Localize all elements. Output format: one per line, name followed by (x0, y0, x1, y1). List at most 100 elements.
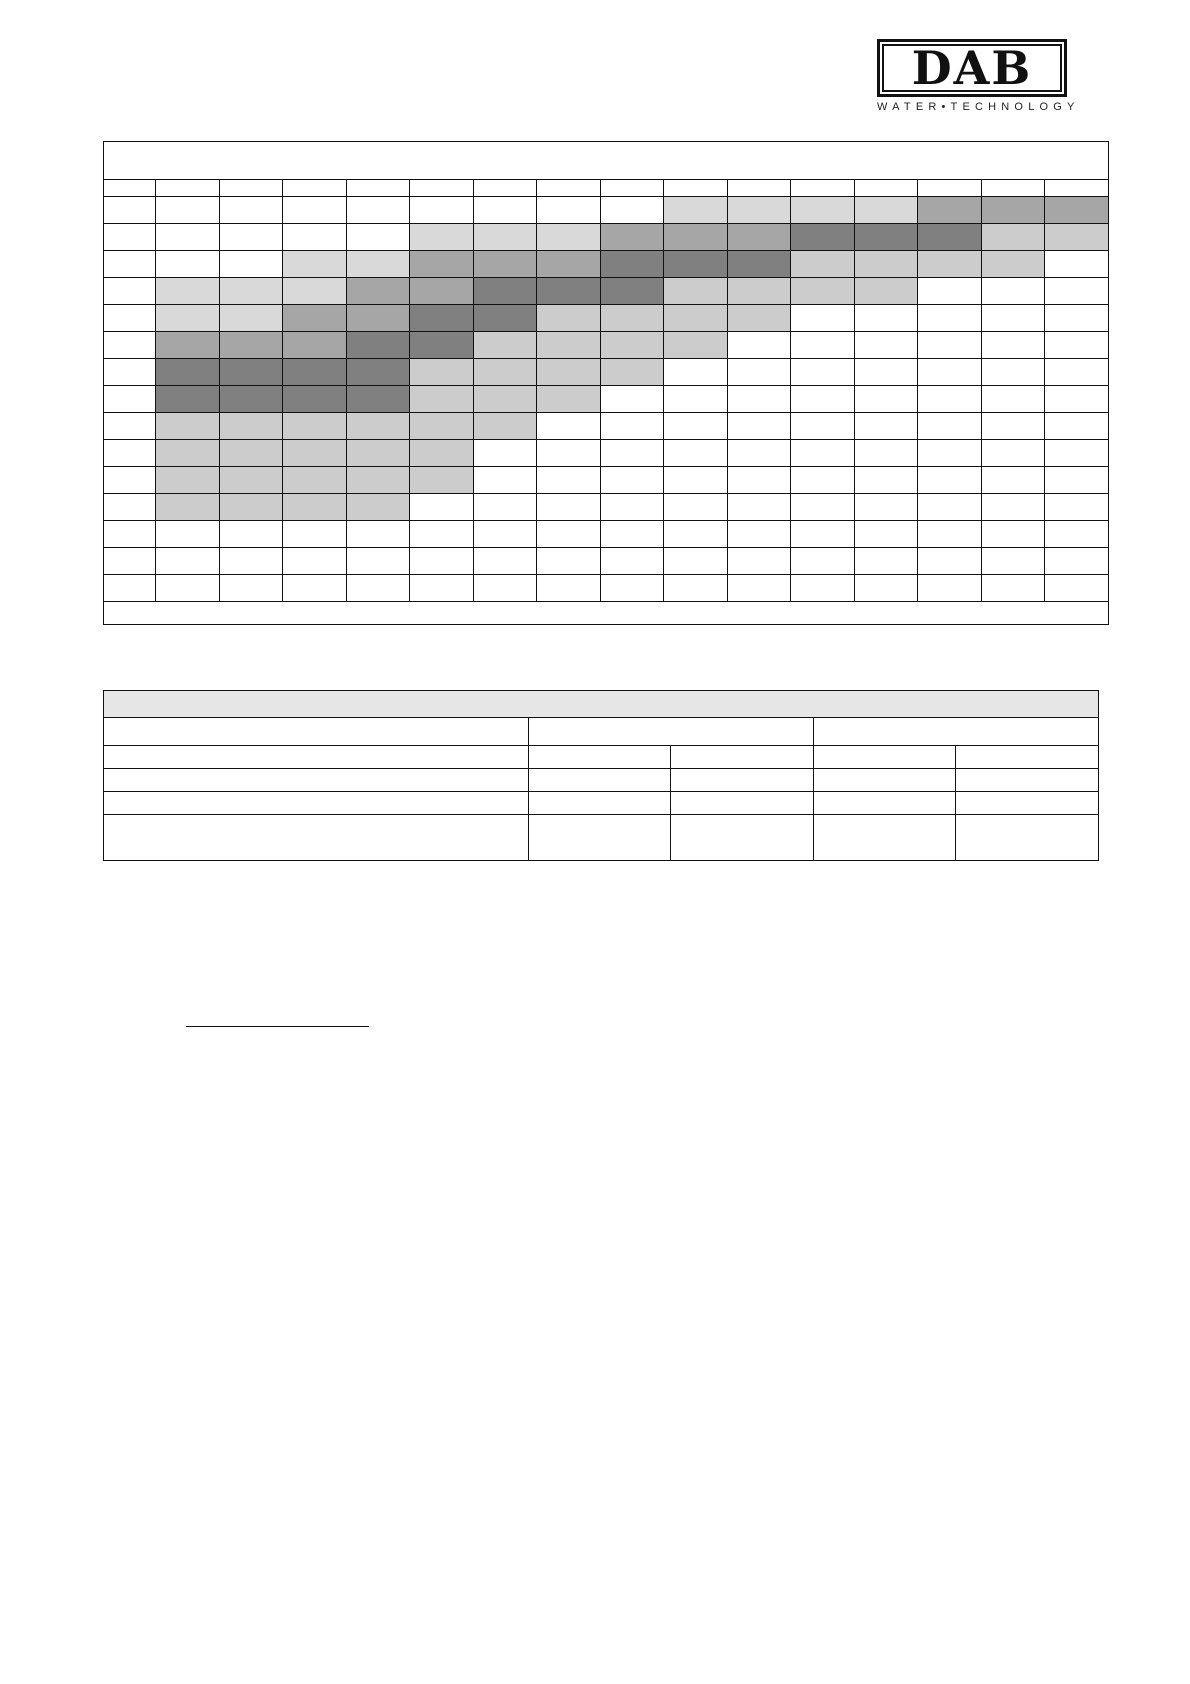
grid-row-label-cell (103, 520, 156, 548)
grid-cell (472, 196, 538, 224)
grid-cell (599, 331, 665, 359)
grid-cell (345, 574, 411, 602)
grid-cell (599, 223, 665, 251)
grid-cell (536, 331, 601, 359)
grid-cell (853, 250, 919, 278)
grid-cell (282, 439, 347, 467)
grid-cell (282, 223, 347, 251)
grid-cell (218, 439, 284, 467)
spec-group-cell (527, 717, 814, 746)
grid-cell (282, 304, 347, 332)
grid-cell (663, 331, 728, 359)
grid-cell (155, 574, 220, 602)
grid-cell (218, 385, 284, 413)
grid-cell (345, 412, 411, 440)
grid-cell (853, 412, 919, 440)
spec-cell (527, 791, 672, 815)
grid-cell (853, 196, 919, 224)
grid-cell (218, 574, 284, 602)
grid-cell (726, 196, 792, 224)
grid-header-cell (345, 179, 411, 197)
grid-cell (409, 304, 474, 332)
grid-cell (663, 520, 728, 548)
grid-cell (790, 277, 855, 305)
grid-cell (853, 277, 919, 305)
spec-cell (527, 814, 672, 861)
grid-row (103, 277, 1109, 305)
grid-cell (409, 277, 474, 305)
grid-cell (917, 493, 982, 521)
grid-cell (599, 520, 665, 548)
grid-cell (599, 547, 665, 575)
grid-cell (282, 466, 347, 494)
spec-cell (812, 768, 957, 792)
grid-row (103, 331, 1109, 359)
grid-cell (663, 304, 728, 332)
grid-cell (1044, 574, 1109, 602)
grid-cell (282, 412, 347, 440)
grid-row-label-cell (103, 331, 156, 359)
grid-cell (599, 493, 665, 521)
grid-cell (472, 520, 538, 548)
grid-cell (345, 358, 411, 386)
grid-cell (790, 466, 855, 494)
grid-cell (409, 331, 474, 359)
spec-cell (670, 745, 814, 769)
grid-cell (1044, 196, 1109, 224)
grid-cell (917, 223, 982, 251)
grid-cell (409, 493, 474, 521)
spec-row (103, 768, 1099, 792)
grid-cell (599, 196, 665, 224)
grid-cell (536, 250, 601, 278)
grid-cell (282, 520, 347, 548)
spec-cell (955, 768, 1099, 792)
grid-cell (663, 385, 728, 413)
grid-header-cell (980, 179, 1046, 197)
spec-cell (527, 768, 672, 792)
grid-cell (345, 520, 411, 548)
grid-cell (853, 493, 919, 521)
grid-cell (282, 196, 347, 224)
grid-cell (726, 520, 792, 548)
grid-row (103, 439, 1109, 467)
grid-row-label-cell (103, 493, 156, 521)
grid-cell (472, 466, 538, 494)
grid-row (103, 358, 1109, 386)
grid-cell (790, 493, 855, 521)
spec-group-cell (812, 717, 1100, 746)
grid-header-cell (409, 179, 474, 197)
spec-cell (103, 768, 529, 792)
grid-cell (1044, 466, 1109, 494)
grid-header-cell (1044, 179, 1109, 197)
grid-cell (1044, 223, 1109, 251)
grid-cell (536, 574, 601, 602)
grid-cell (155, 547, 220, 575)
spec-cell (812, 745, 957, 769)
grid-row (103, 493, 1109, 521)
grid-cell (409, 439, 474, 467)
grid-cell (155, 331, 220, 359)
grid-cell (536, 493, 601, 521)
grid-cell (853, 358, 919, 386)
grid-cell (917, 412, 982, 440)
grid-cell (536, 385, 601, 413)
grid-cell (155, 466, 220, 494)
grid-cell (282, 277, 347, 305)
spec-row (103, 745, 1099, 769)
grid-row-label-cell (103, 412, 156, 440)
grid-cell (409, 520, 474, 548)
grid-header-row (103, 179, 1109, 197)
grid-cell (345, 277, 411, 305)
grid-cell (663, 196, 728, 224)
grid-cell (790, 385, 855, 413)
grid-cell (726, 223, 792, 251)
spec-cell (670, 791, 814, 815)
grid-cell (155, 439, 220, 467)
grid-cell (853, 385, 919, 413)
grid-cell (853, 520, 919, 548)
grid-cell (282, 331, 347, 359)
grid-cell (345, 223, 411, 251)
grid-cell (853, 439, 919, 467)
grid-row-label-cell (103, 574, 156, 602)
grid-cell (663, 466, 728, 494)
